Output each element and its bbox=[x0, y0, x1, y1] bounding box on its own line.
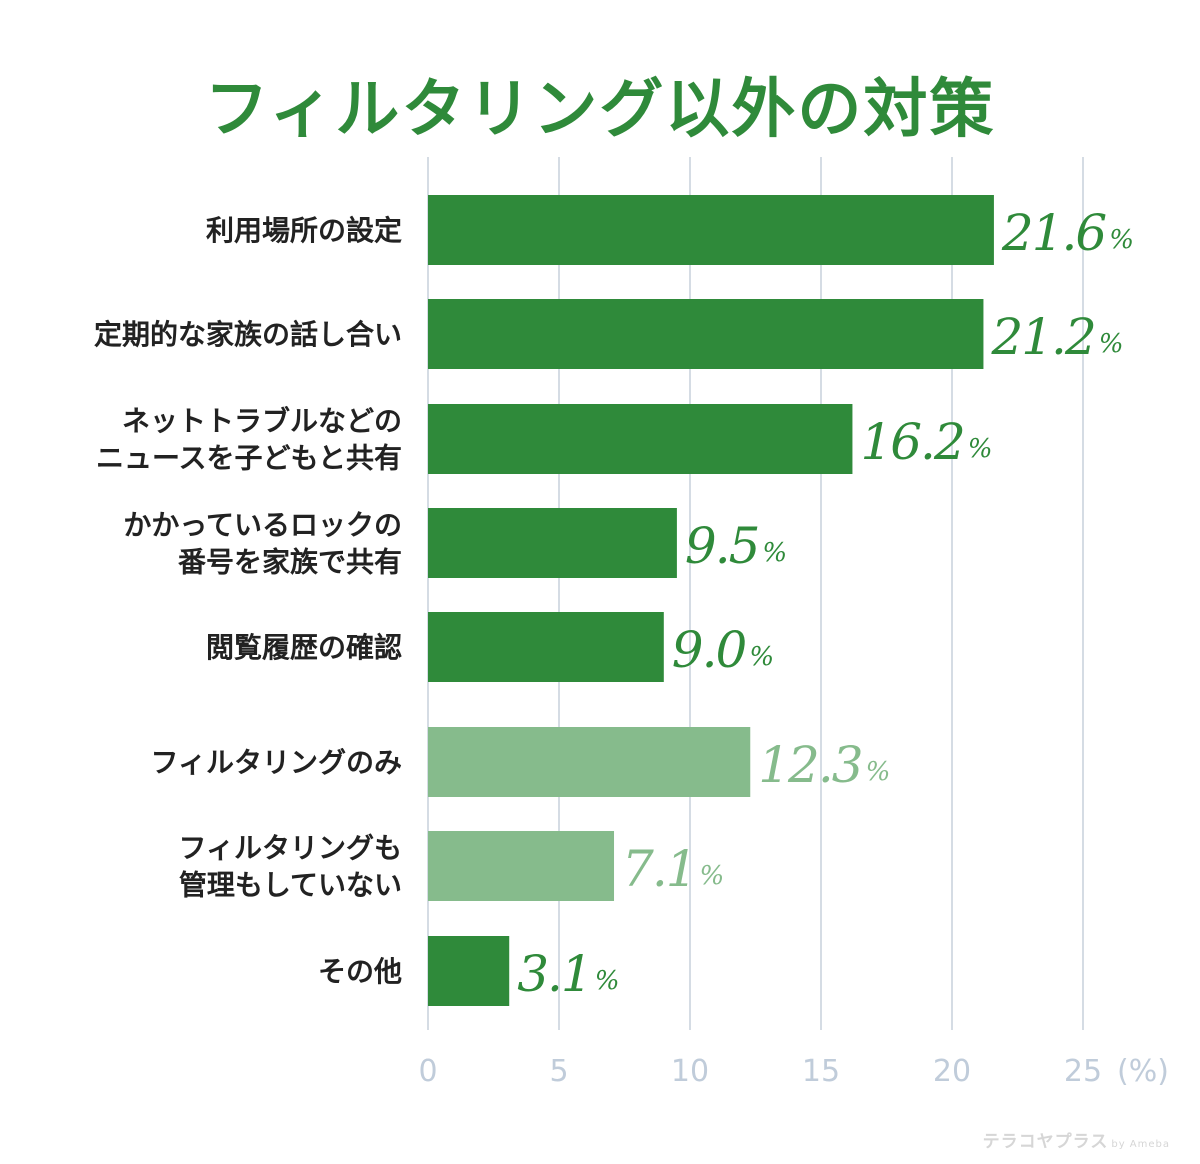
x-tick-label: 25 bbox=[1064, 1054, 1102, 1089]
value-label: 7.1 bbox=[622, 840, 696, 898]
category-label: かかっているロックの bbox=[123, 509, 402, 542]
value-percent-sign: % bbox=[749, 642, 774, 672]
category-label: その他 bbox=[318, 955, 402, 988]
value-percent-sign: % bbox=[968, 434, 993, 464]
bar bbox=[428, 727, 751, 797]
bar bbox=[428, 299, 984, 369]
value-label: 16.2 bbox=[860, 413, 963, 471]
value-label: 9.0 bbox=[672, 621, 747, 679]
value-percent-sign: % bbox=[1109, 225, 1134, 255]
value-label: 12.3 bbox=[758, 736, 862, 794]
value-label: 9.5 bbox=[685, 517, 759, 575]
bar bbox=[428, 508, 677, 578]
category-label: 番号を家族で共有 bbox=[178, 546, 402, 579]
category-label: 利用場所の設定 bbox=[206, 214, 402, 247]
value-label: 21.2 bbox=[990, 308, 1094, 366]
x-axis-unit: (%) bbox=[1117, 1054, 1169, 1089]
value-percent-sign: % bbox=[866, 757, 891, 787]
x-tick-label: 0 bbox=[418, 1054, 437, 1089]
category-label: 閲覧履歴の確認 bbox=[206, 631, 402, 664]
category-label: 管理もしていない bbox=[179, 869, 402, 902]
category-label: ネットトラブルなどの bbox=[122, 405, 402, 438]
bar bbox=[428, 404, 853, 474]
category-label: 定期的な家族の話し合い bbox=[94, 318, 402, 351]
chart-title: フィルタリング以外の対策 bbox=[204, 73, 996, 147]
x-tick-label: 10 bbox=[671, 1054, 709, 1089]
brand-watermark: テラコヤプラス by Ameba bbox=[983, 1127, 1170, 1152]
bar bbox=[428, 195, 994, 265]
value-percent-sign: % bbox=[1099, 329, 1124, 359]
category-label: ニュースを子どもと共有 bbox=[96, 442, 402, 475]
category-label: フィルタリングも bbox=[179, 832, 402, 865]
category-label: フィルタリングのみ bbox=[151, 746, 402, 779]
value-percent-sign: % bbox=[595, 966, 620, 996]
value-percent-sign: % bbox=[700, 861, 725, 891]
x-tick-label: 5 bbox=[549, 1054, 568, 1089]
bar bbox=[428, 936, 510, 1006]
bar bbox=[428, 612, 664, 682]
value-label: 3.1 bbox=[517, 945, 591, 1003]
watermark-by: by Ameba bbox=[1111, 1139, 1170, 1150]
watermark-brand: テラコヤプラス bbox=[982, 1132, 1109, 1152]
x-tick-label: 20 bbox=[933, 1054, 971, 1089]
value-label: 21.6 bbox=[1001, 204, 1107, 262]
value-percent-sign: % bbox=[762, 538, 787, 568]
x-tick-label: 15 bbox=[802, 1054, 840, 1089]
bar bbox=[428, 831, 615, 901]
